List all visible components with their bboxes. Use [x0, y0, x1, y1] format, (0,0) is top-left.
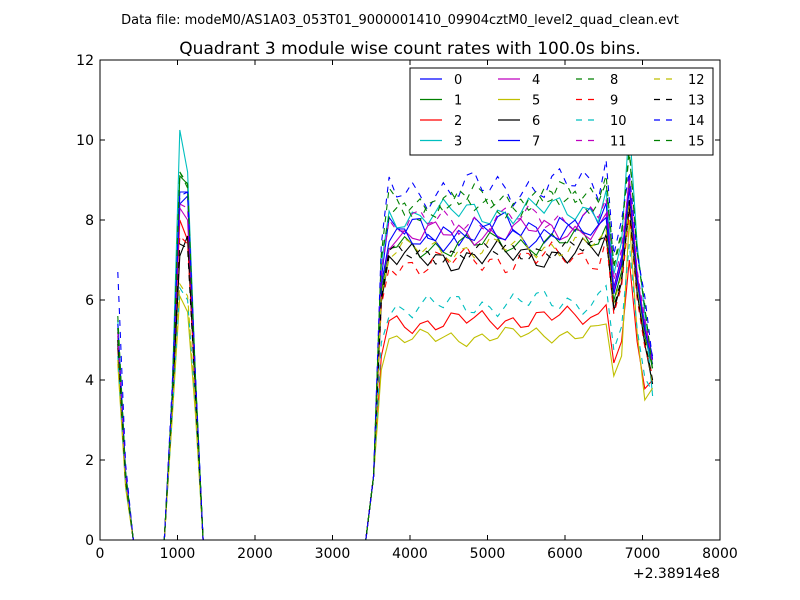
x-tick-label: 3000 [315, 546, 351, 562]
legend-label-11: 11 [610, 135, 627, 150]
x-tick-label: 0 [96, 546, 105, 562]
y-tick-label: 10 [76, 133, 94, 149]
x-tick-label: 4000 [392, 546, 428, 562]
series-line-14 [117, 159, 654, 540]
x-tick-label: 5000 [470, 546, 506, 562]
series-line-8 [117, 147, 654, 540]
x-tick-label: 1000 [160, 546, 196, 562]
y-tick-label: 6 [85, 293, 94, 309]
series-line-13 [117, 207, 654, 540]
series-line-6 [117, 199, 654, 540]
y-tick-label: 2 [85, 453, 94, 469]
series-line-2 [117, 219, 654, 540]
legend-box [409, 67, 714, 156]
suptitle: Data file: modeM0/AS1A03_053T01_90000014… [121, 13, 679, 28]
x-tick-label: 7000 [625, 546, 661, 562]
x-tick-label: 6000 [547, 546, 583, 562]
y-tick-label: 0 [85, 533, 94, 549]
legend-label-13: 13 [688, 94, 705, 109]
legend-label-3: 3 [454, 135, 462, 150]
legend-label-1: 1 [454, 94, 462, 109]
series-line-12 [117, 203, 654, 540]
legend-label-5: 5 [532, 94, 540, 109]
series-line-3 [117, 123, 654, 540]
y-tick-label: 8 [85, 213, 94, 229]
legend-label-4: 4 [532, 73, 540, 88]
legend-label-7: 7 [532, 135, 540, 150]
series-line-7 [117, 187, 654, 540]
series-line-1 [117, 174, 654, 540]
series-line-11 [117, 179, 654, 540]
legend-label-15: 15 [688, 135, 705, 150]
legend-label-14: 14 [688, 114, 705, 129]
series-line-9 [117, 211, 654, 540]
axis-ticks: 0 1000 2000 3000 4000 5000 6000 7000 80000246810… [76, 53, 738, 562]
series-line-10 [117, 243, 654, 540]
legend-label-6: 6 [532, 114, 540, 129]
legend-label-9: 9 [610, 94, 618, 109]
chart-title: Quadrant 3 module wise count rates with … [179, 39, 640, 59]
y-tick-label: 12 [76, 53, 94, 69]
series-layer [117, 123, 654, 540]
legend-label-10: 10 [610, 114, 627, 129]
series-line-5 [117, 219, 654, 540]
x-tick-label: 8000 [702, 546, 738, 562]
y-tick-label: 4 [85, 373, 94, 389]
legend-label-12: 12 [688, 73, 705, 88]
legend-label-8: 8 [610, 73, 618, 88]
legend-label-2: 2 [454, 114, 462, 129]
x-tick-label: 2000 [237, 546, 273, 562]
x-offset-label: +2.38914e8 [633, 566, 720, 582]
legend-label-0: 0 [454, 73, 462, 88]
